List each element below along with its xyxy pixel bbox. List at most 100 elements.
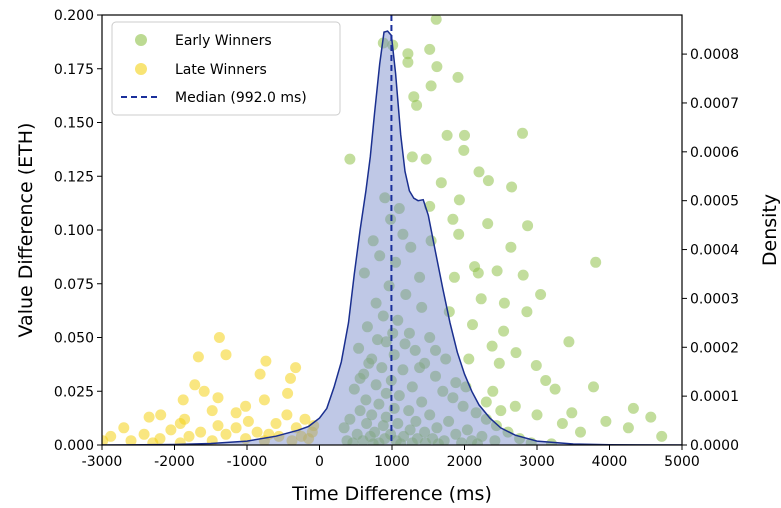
early-winner-point <box>521 306 533 318</box>
late-winner-point <box>198 385 210 397</box>
late-winner-point <box>155 409 167 421</box>
early-winner-point <box>437 385 449 397</box>
early-winner-point <box>397 228 409 240</box>
early-winner-point <box>549 383 561 395</box>
late-winner-point <box>213 332 225 343</box>
y-tick-label: 0.125 <box>54 169 94 185</box>
early-winner-point <box>344 153 356 165</box>
early-winner-point <box>443 415 455 427</box>
y-tick-label: 0.000 <box>54 438 94 454</box>
late-winner-point <box>230 422 242 434</box>
late-winner-point <box>165 424 177 436</box>
early-winner-point <box>420 153 432 165</box>
density-line <box>102 30 682 445</box>
y-tick-label: 0.200 <box>54 8 94 24</box>
early-winner-point <box>470 407 482 419</box>
legend-marker-late-winners <box>135 63 147 75</box>
y2-tick-label: 0.0000 <box>690 438 739 454</box>
early-winner-point <box>403 405 415 417</box>
early-winner-point <box>354 372 366 384</box>
early-winner-point <box>403 327 415 339</box>
x-tick-label: 1000 <box>374 454 410 470</box>
early-winner-point <box>453 194 465 206</box>
early-winner-point <box>411 99 423 111</box>
late-winner-point <box>260 355 272 367</box>
early-winner-point <box>517 127 528 139</box>
late-winner-point <box>242 415 254 427</box>
early-winner-point <box>424 332 436 343</box>
early-winner-point <box>531 409 543 421</box>
late-winner-point <box>174 418 186 429</box>
y2-tick-label: 0.0008 <box>690 47 739 63</box>
x-tick-label: 5000 <box>664 454 700 470</box>
early-winner-point <box>366 409 378 421</box>
early-winner-point <box>377 420 389 432</box>
late-winner-point <box>102 435 109 445</box>
early-winner-point <box>600 415 612 427</box>
late-winner-point <box>230 407 242 419</box>
late-winner-point <box>212 420 224 432</box>
early-winner-point <box>419 437 431 445</box>
early-winner-point <box>399 338 411 350</box>
early-winner-point <box>453 228 465 240</box>
early-winner-point <box>405 241 417 253</box>
early-winner-point <box>430 370 441 382</box>
early-winner-point <box>472 438 483 445</box>
early-winner-point <box>393 390 405 402</box>
early-winner-point <box>432 438 444 445</box>
early-winner-point <box>409 344 421 356</box>
late-winner-point <box>195 426 207 438</box>
early-winner-point <box>456 437 468 445</box>
early-winner-point <box>498 325 510 337</box>
early-winner-point <box>459 129 470 141</box>
late-winner-point <box>273 430 285 442</box>
early-winner-point <box>414 271 426 283</box>
early-winner-point <box>380 387 392 399</box>
early-winner-point <box>367 438 379 445</box>
late-winner-point <box>308 420 320 432</box>
early-winner-point <box>435 177 447 189</box>
y-tick-label: 0.100 <box>54 223 94 239</box>
early-winner-point <box>461 424 473 436</box>
early-winner-point <box>457 400 469 412</box>
early-winner-point <box>556 418 568 429</box>
late-winner-point <box>282 387 294 399</box>
early-winner-point <box>380 336 392 348</box>
early-winner-point <box>430 344 441 356</box>
early-winner-point <box>357 435 369 445</box>
early-winner-point <box>416 396 428 408</box>
early-winner-point <box>517 269 529 281</box>
early-winner-point <box>482 175 494 187</box>
y2-tick-label: 0.0002 <box>690 340 739 356</box>
early-winner-point <box>373 398 385 410</box>
late-winner-point <box>192 351 204 363</box>
plot-content <box>102 15 682 445</box>
legend-marker-early-winners <box>135 34 147 46</box>
late-winner-point <box>254 368 266 380</box>
late-winner-point <box>206 405 218 417</box>
legend-label-late-winners: Late Winners <box>175 62 267 78</box>
early-winner-point <box>448 271 460 283</box>
early-winner-point <box>406 151 418 163</box>
early-winner-point <box>452 71 464 83</box>
early-winner-point <box>622 422 634 434</box>
late-winner-point <box>286 435 298 445</box>
late-winner-point <box>189 379 201 391</box>
early-winner-point <box>338 422 350 434</box>
late-winner-point <box>270 418 282 429</box>
early-winner-point <box>424 409 436 421</box>
axes: -3000 -2000 -1000 0 1000 2000 3000 4000 50000.00… <box>54 8 739 470</box>
late-winner-point <box>299 413 311 425</box>
early-winner-point <box>498 297 510 309</box>
late-winner-point <box>125 435 137 445</box>
early-winner-point <box>493 357 505 369</box>
early-winner-point <box>487 385 499 397</box>
early-winner-point <box>522 220 534 232</box>
late-winner-point <box>143 411 155 423</box>
early-winner-point <box>416 301 428 313</box>
early-winner-point <box>450 428 462 440</box>
early-winner-point <box>424 43 436 55</box>
early-winner-point <box>393 203 405 214</box>
early-winner-point <box>441 129 453 141</box>
